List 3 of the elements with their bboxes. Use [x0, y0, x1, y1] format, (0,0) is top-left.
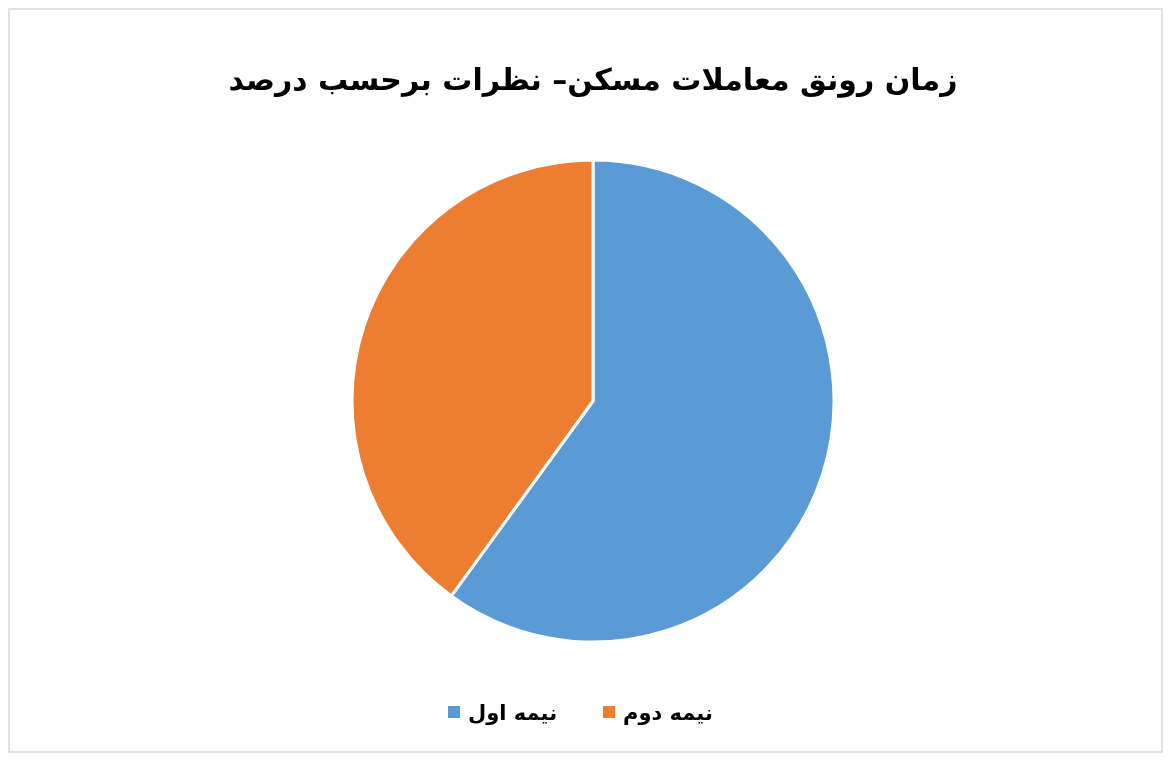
chart-title: زمان رونق معاملات مسکن– نظرات برحسب درصد	[228, 62, 958, 98]
legend-label: نیمه اول	[468, 701, 558, 725]
legend-label: نیمه دوم	[623, 701, 713, 725]
